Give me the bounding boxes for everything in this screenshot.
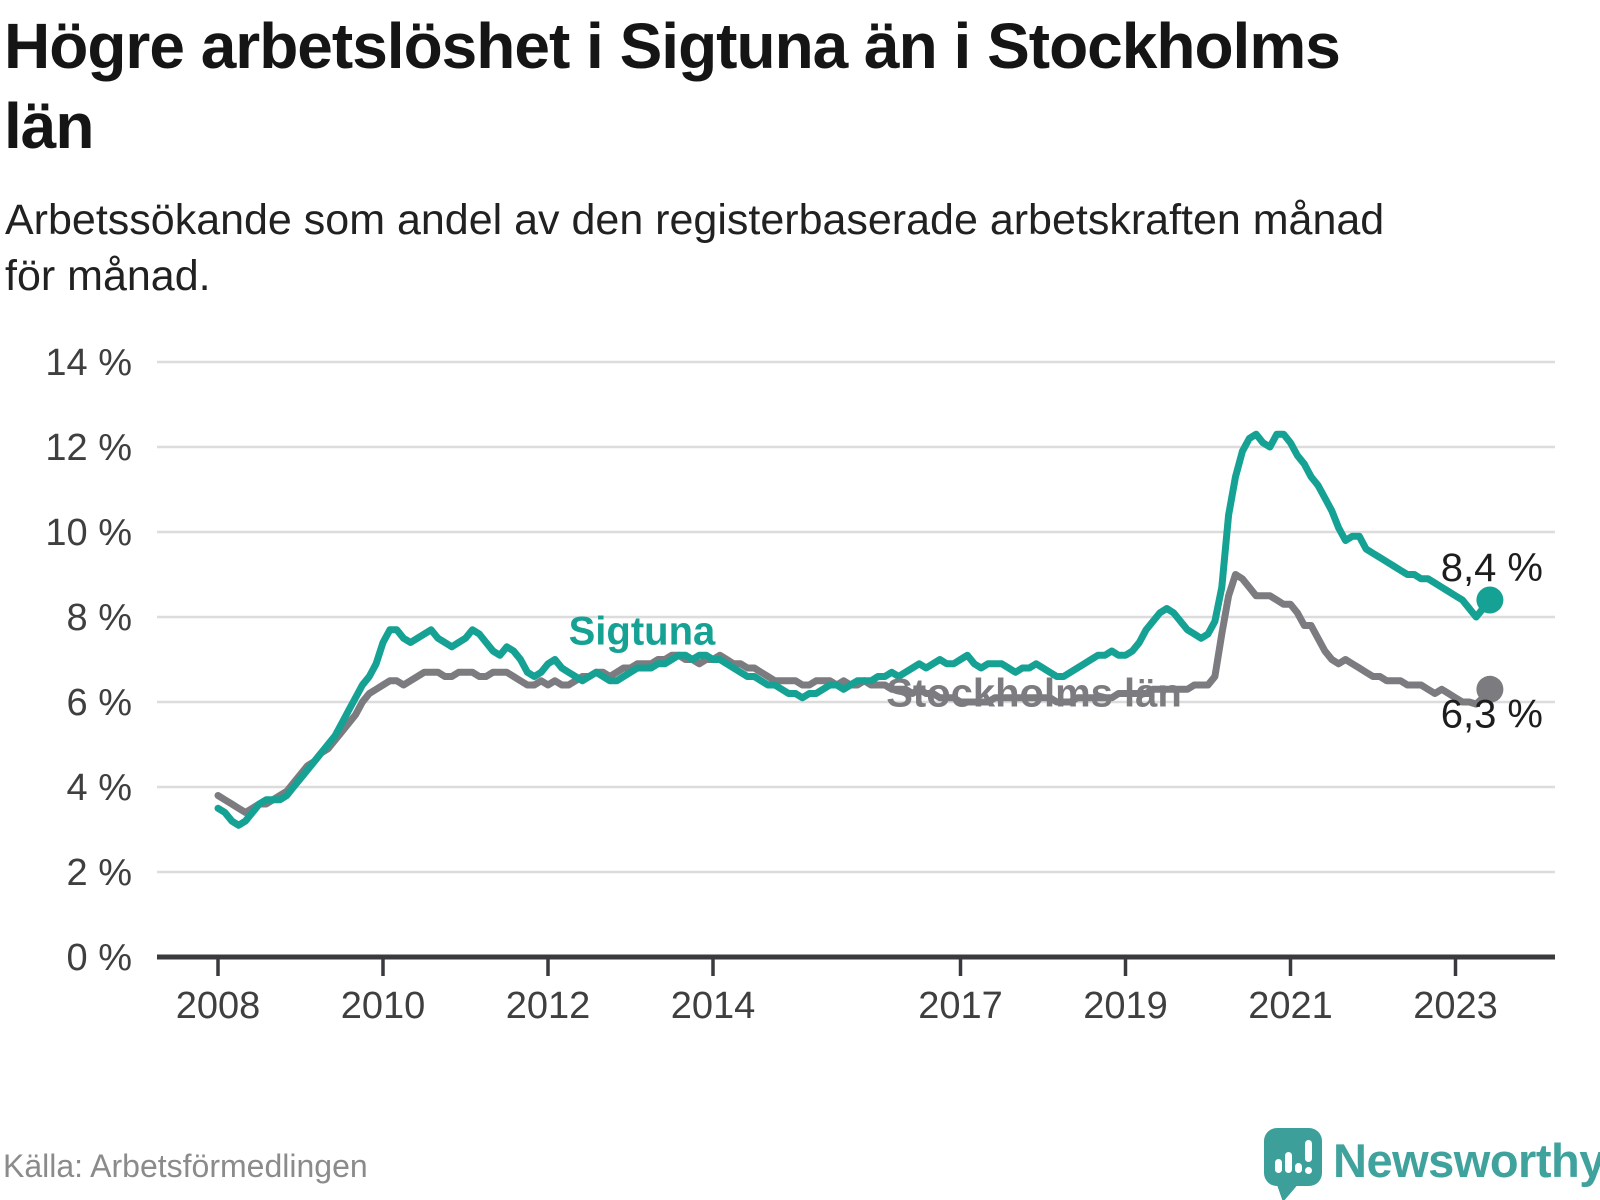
y-tick-label: 4 % bbox=[67, 767, 132, 809]
series-group bbox=[214, 430, 1504, 829]
x-tick-label: 2014 bbox=[671, 985, 756, 1027]
x-tick-label: 2008 bbox=[176, 985, 261, 1027]
title-line-1: Högre arbetslöshet i Sigtuna än i Stockh… bbox=[4, 10, 1341, 82]
series-line-stockholms-l-n bbox=[214, 571, 1494, 816]
y-tick-label: 2 % bbox=[67, 852, 132, 894]
y-tick-label: 6 % bbox=[67, 682, 132, 724]
series-line-sigtuna bbox=[214, 430, 1494, 829]
grid-group bbox=[157, 360, 1555, 874]
series-end-dot-sigtuna bbox=[1476, 586, 1504, 614]
x-tick-label: 2012 bbox=[506, 985, 591, 1027]
chart-subtitle: Arbetssökande som andel av den registerb… bbox=[5, 192, 1384, 304]
value-label-stockholms-l-n: 6,3 % bbox=[1441, 693, 1543, 737]
subtitle-line-1: Arbetssökande som andel av den registerb… bbox=[5, 196, 1385, 244]
x-tick-label: 2019 bbox=[1083, 985, 1168, 1027]
x-tick-label: 2010 bbox=[341, 985, 426, 1027]
page-title: Högre arbetslöshet i Sigtuna än i Stockh… bbox=[4, 6, 1341, 166]
annotation-group: Stockholms län 6,3 % Sigtuna 8,4 % bbox=[569, 546, 1543, 737]
title-line-2: län bbox=[4, 90, 94, 162]
x-tick-label: 2023 bbox=[1413, 985, 1498, 1027]
x-axis-group: 2008 2010 2012 2014 2017 2019 2021 2023 bbox=[157, 954, 1555, 1027]
source-note: Källa: Arbetsförmedlingen bbox=[3, 1148, 368, 1184]
y-tick-label: 0 % bbox=[67, 937, 132, 979]
y-tick-label: 8 % bbox=[67, 597, 132, 639]
newsworthy-wordmark: Newsworthy bbox=[1333, 1133, 1600, 1187]
x-tick-label: 2021 bbox=[1248, 985, 1333, 1027]
newsworthy-logo: Newsworthy bbox=[1262, 1126, 1600, 1200]
series-end-dot-stockholms-l-n bbox=[1476, 675, 1504, 703]
x-tick-label: 2017 bbox=[918, 985, 1003, 1027]
chart-bubble-icon bbox=[1264, 1128, 1322, 1200]
y-axis-label-group: 0 % 2 % 4 % 6 % 8 % 10 % 12 % 14 % bbox=[45, 342, 132, 979]
y-tick-label: 14 % bbox=[45, 342, 132, 384]
series-label-sigtuna: Sigtuna bbox=[569, 610, 716, 654]
series-label-stockholms-l-n: Stockholms län bbox=[886, 671, 1182, 715]
value-label-sigtuna: 8,4 % bbox=[1441, 546, 1543, 590]
subtitle-line-2: för månad. bbox=[5, 252, 211, 300]
y-tick-label: 12 % bbox=[45, 427, 132, 469]
y-tick-label: 10 % bbox=[45, 512, 132, 554]
